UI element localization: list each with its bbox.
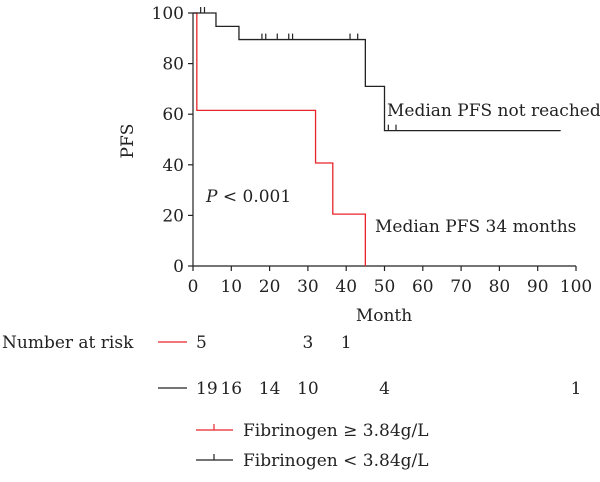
median-black-annotation: Median PFS not reached [387,101,600,121]
risk-count: 19 [196,379,218,399]
y-tick-label: 100 [152,4,184,24]
x-axis-label: Month [356,306,412,326]
survival-curve-1 [193,12,366,266]
risk-count: 14 [259,379,281,399]
risk-table: 5 3 1 19 16 14 10 4 1 [158,333,581,399]
x-ticks: 0 10 20 30 40 50 60 70 80 90 100 [188,266,592,297]
x-tick-label: 90 [527,277,549,297]
x-tick-label: 70 [450,277,472,297]
legend: Fibrinogen ≥ 3.84g/L Fibrinogen < 3.84g/L [196,421,429,471]
risk-count: 10 [297,379,319,399]
risk-count: 1 [571,379,582,399]
x-tick-label: 80 [489,277,511,297]
x-tick-label: 100 [560,277,592,297]
survival-curve-2 [193,12,561,132]
x-tick-label: 60 [412,277,434,297]
y-tick-label: 0 [173,257,184,277]
risk-count: 3 [302,333,313,353]
x-tick-label: 10 [220,277,242,297]
y-ticks: 0 20 40 60 80 100 [152,4,193,277]
x-tick-label: 30 [297,277,319,297]
axes: 0 10 20 30 40 50 60 70 80 90 100 0 20 40 60 80 100 [152,4,593,297]
risk-count: 1 [341,333,352,353]
p-symbol: P [205,187,218,207]
risk-table-label: Number at risk [2,333,134,353]
x-tick-label: 0 [188,277,199,297]
x-tick-label: 40 [335,277,357,297]
x-tick-label: 50 [374,277,396,297]
legend-label: Fibrinogen < 3.84g/L [243,451,429,471]
legend-label: Fibrinogen ≥ 3.84g/L [243,421,429,441]
risk-count: 16 [220,379,242,399]
y-tick-label: 40 [162,156,184,176]
y-tick-label: 20 [162,206,184,226]
survival-curves [193,7,561,266]
median-red-annotation: Median PFS 34 months [375,217,576,237]
risk-count: 5 [196,333,207,353]
y-tick-label: 80 [162,55,184,75]
risk-count: 4 [379,379,390,399]
x-tick-label: 20 [259,277,281,297]
y-axis-label: PFS [118,124,138,159]
p-value-annotation: P < 0.001 [205,187,291,207]
y-tick-label: 60 [162,105,184,125]
p-value: < 0.001 [217,187,291,207]
